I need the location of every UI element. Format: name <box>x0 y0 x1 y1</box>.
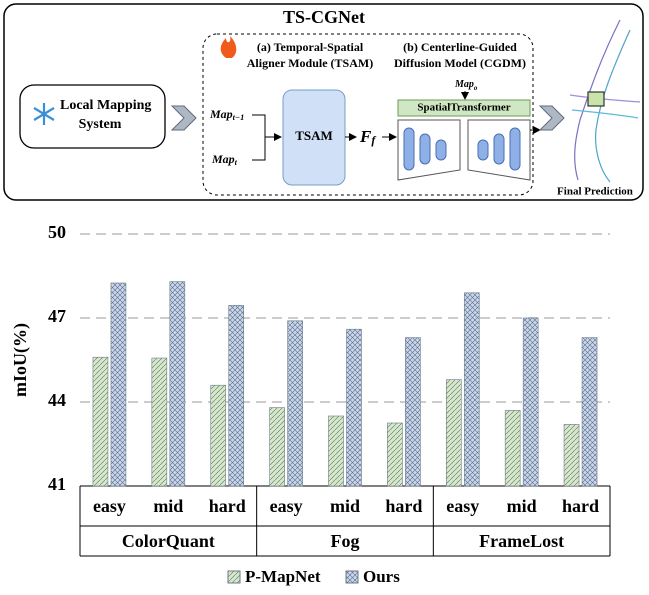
x-tick-label: hard <box>562 496 599 516</box>
legend-swatch <box>346 571 358 583</box>
x-tick-label: mid <box>330 496 360 516</box>
bar <box>505 410 520 486</box>
bar <box>288 321 303 486</box>
subscript: t−1 <box>233 113 245 122</box>
bar <box>229 305 244 486</box>
group-label: ColorQuant <box>122 531 215 551</box>
input-label: System <box>79 117 122 132</box>
input-label: Local Mapping <box>60 98 151 113</box>
x-tick-label: mid <box>153 496 183 516</box>
bar <box>582 338 597 486</box>
bar <box>170 282 185 486</box>
bar <box>93 357 108 486</box>
module-b-label: Diffusion Model (CGDM) <box>394 56 526 70</box>
base: Map <box>211 152 235 166</box>
x-tick-label: mid <box>507 496 537 516</box>
module-a-label: (a) Temporal-Spatial <box>257 40 364 54</box>
base: Map <box>454 79 474 90</box>
bar <box>405 338 420 486</box>
x-tick-label: easy <box>270 496 303 516</box>
base: Map <box>209 107 233 121</box>
chart: mIoU(%) 41 44 47 50 easy mid hard easy mid hard eas… <box>10 222 610 586</box>
bar <box>387 423 402 486</box>
tsam-label: TSAM <box>295 128 333 143</box>
x-tick-label: hard <box>385 496 422 516</box>
bar <box>523 318 538 486</box>
legend-label: Ours <box>363 567 400 586</box>
group-label: FrameLost <box>479 531 564 551</box>
legend-swatch <box>228 571 240 583</box>
base: F <box>359 127 372 146</box>
figure: TS-CGNet Local Mapping System (a) Tempor… <box>0 0 649 590</box>
bar <box>564 424 579 486</box>
output-label: Final Prediction <box>557 186 633 198</box>
y-axis-label: mIoU(%) <box>10 323 31 397</box>
bar <box>111 283 126 486</box>
y-tick-label: 44 <box>48 390 66 410</box>
bar <box>347 329 362 486</box>
y-tick-label: 47 <box>48 306 66 326</box>
module-b-label: (b) Centerline-Guided <box>403 40 517 54</box>
y-tick-label: 41 <box>48 474 66 494</box>
module-a-label: Aligner Module (TSAM) <box>247 56 373 70</box>
subscript: o <box>474 84 478 92</box>
diagram-title: TS-CGNet <box>283 7 365 27</box>
x-tick-label: easy <box>446 496 479 516</box>
bar <box>152 358 167 486</box>
y-tick-label: 50 <box>48 222 66 242</box>
legend-label: P-MapNet <box>245 567 321 586</box>
group-label: Fog <box>331 531 360 551</box>
diagram: TS-CGNet Local Mapping System (a) Tempor… <box>4 4 643 200</box>
bar <box>329 416 344 486</box>
map-cur: Mapt <box>211 152 238 167</box>
transformer-label: SpatialTransformer <box>417 102 510 114</box>
bar <box>464 293 479 486</box>
x-tick-label: hard <box>209 496 246 516</box>
bar <box>211 385 226 486</box>
x-tick-label: easy <box>93 496 126 516</box>
bar <box>446 380 461 486</box>
bar <box>270 408 285 486</box>
